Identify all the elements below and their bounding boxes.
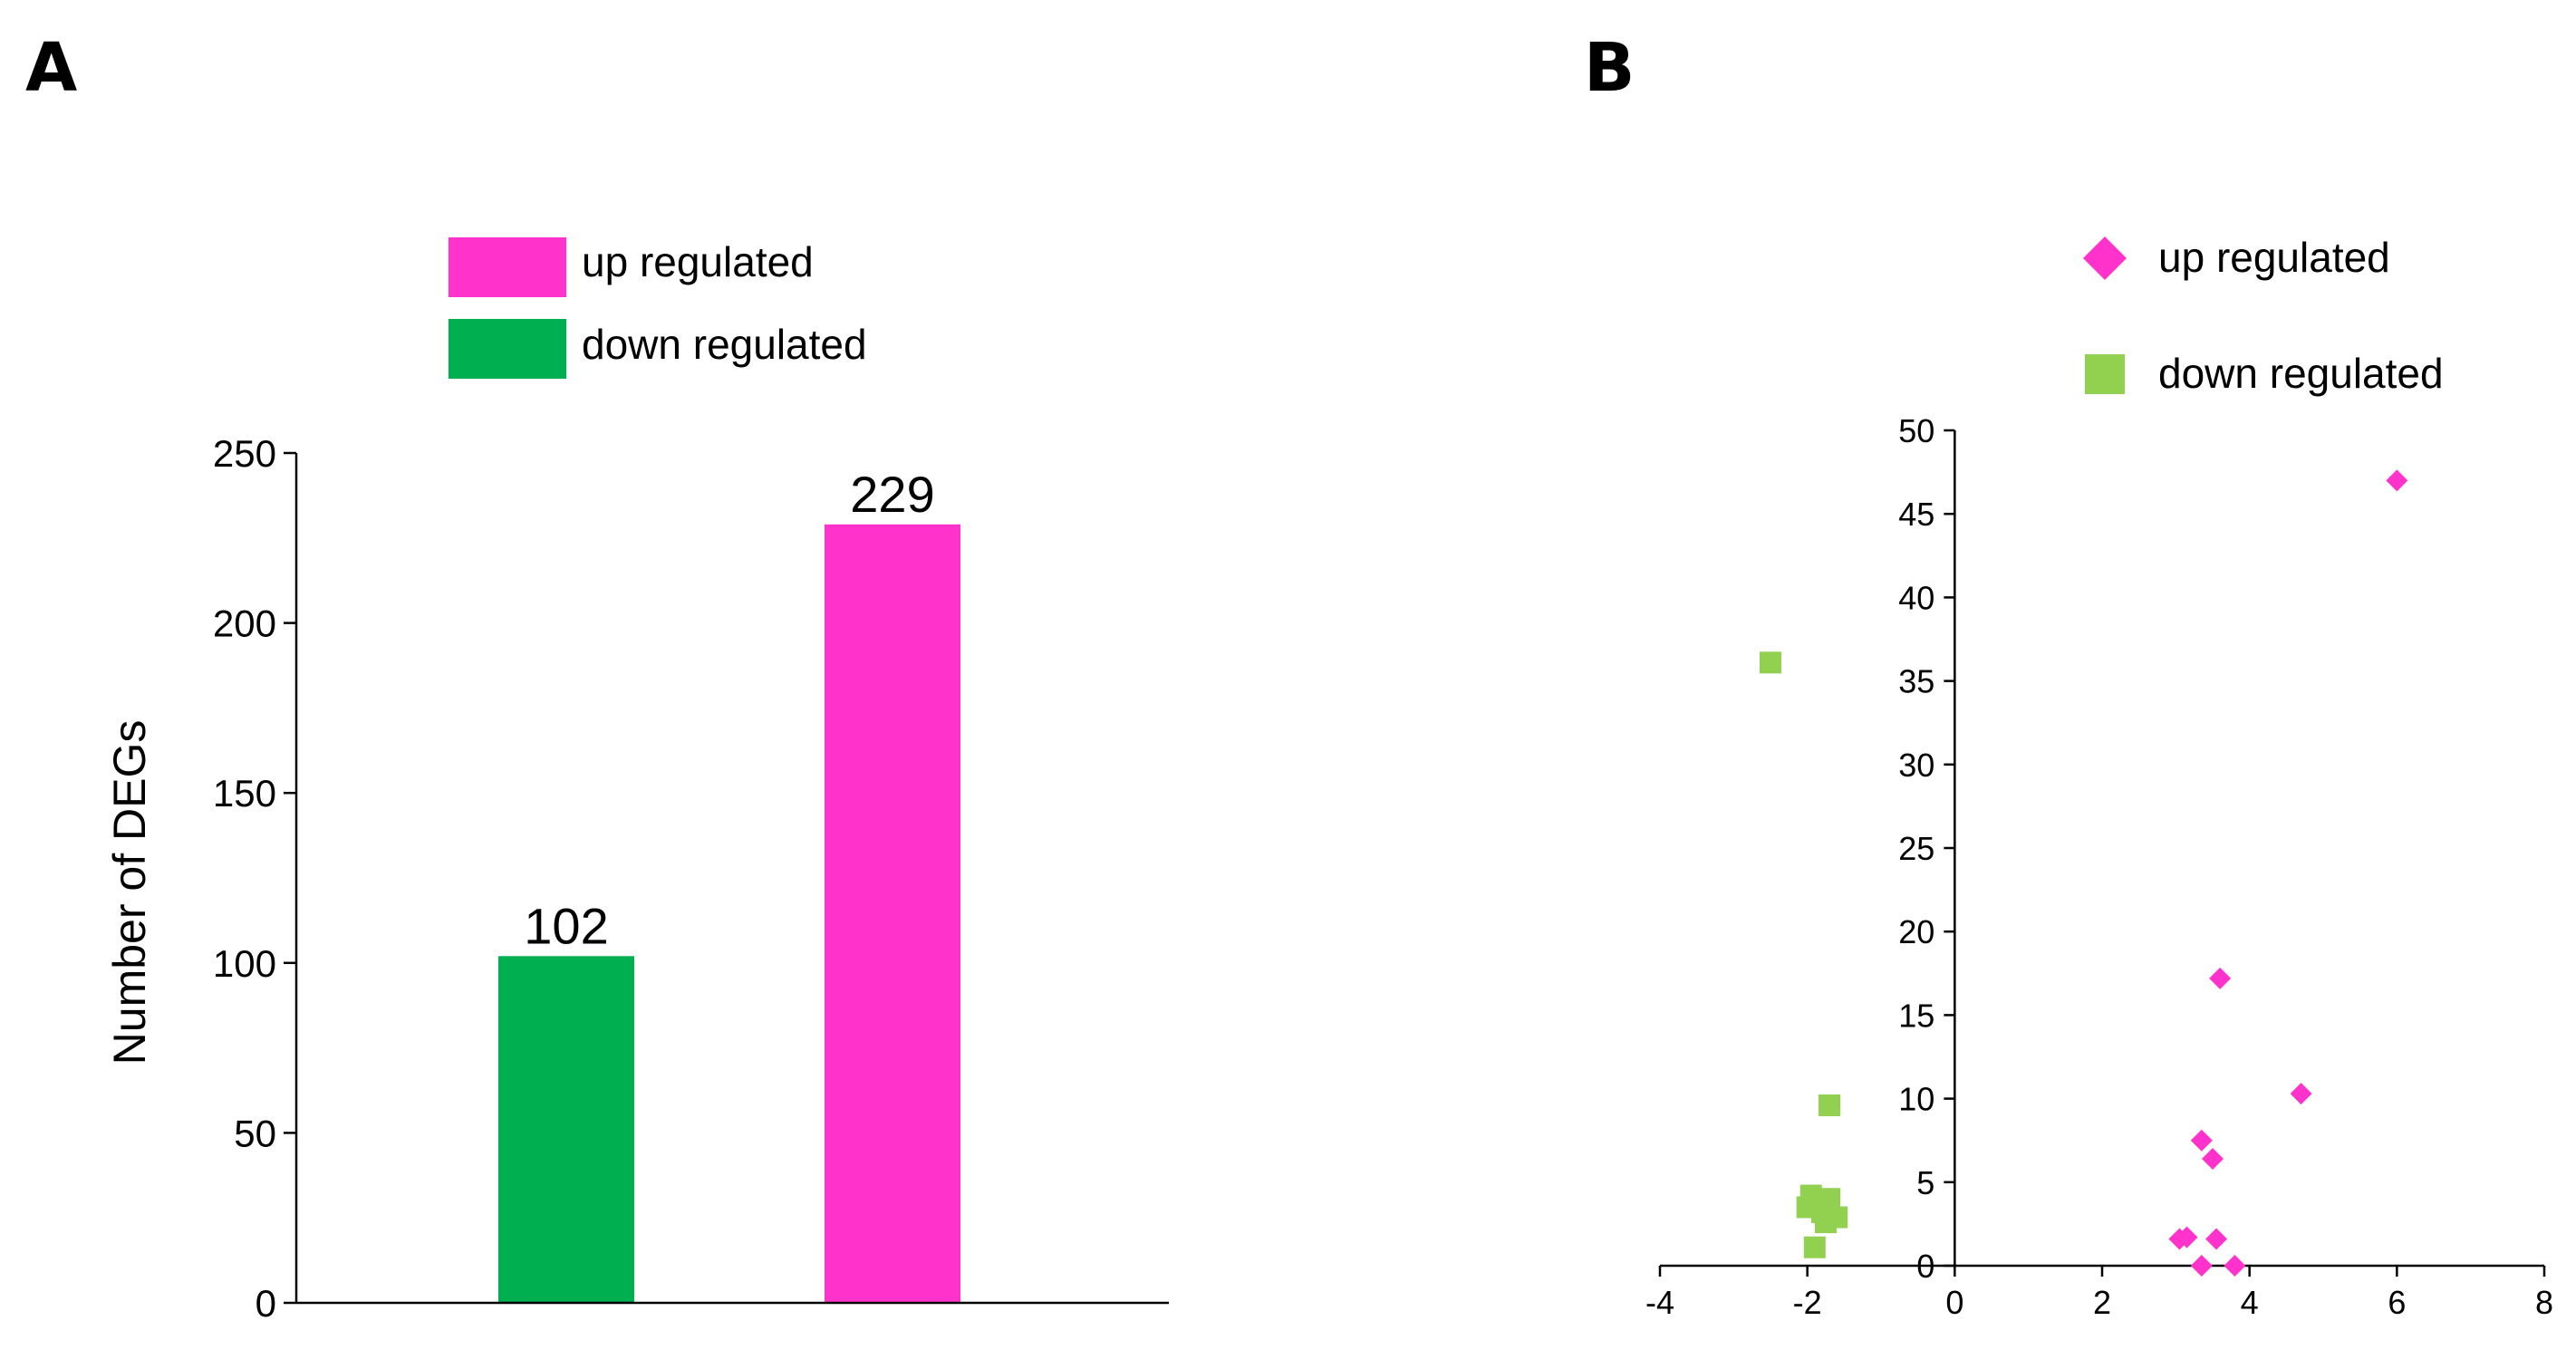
y-tick-label-b: 10 <box>1898 1081 1934 1118</box>
panel-b: B up regulated down regulated -4 -2 0 2 4 6 8 0… <box>1584 29 2553 1321</box>
point-up-regulated <box>2176 1226 2198 1248</box>
legend-b: up regulated down regulated <box>2083 234 2444 397</box>
legend-b-label-down: down regulated <box>2158 350 2444 397</box>
legend-b-label-up: up regulated <box>2158 234 2390 281</box>
x-tick-label-b: 4 <box>2241 1284 2259 1321</box>
legend-a-swatch-up <box>449 237 566 297</box>
panel-a-label: A <box>25 29 77 107</box>
y-tick-label-a: 200 <box>213 603 276 645</box>
y-tick-label-b: 35 <box>1898 663 1934 700</box>
bars-a: 102 229 <box>498 466 960 1303</box>
y-tick-label-b: 15 <box>1898 997 1934 1034</box>
y-tick-label-b: 5 <box>1916 1164 1934 1201</box>
x-tick-label-b: -4 <box>1645 1284 1674 1321</box>
y-tick-label-b: 30 <box>1898 747 1934 784</box>
y-ticks-a: 0 50 100 150 200 250 <box>213 432 296 1325</box>
legend-a-label-up: up regulated <box>582 238 814 285</box>
panel-b-label: B <box>1584 29 1635 107</box>
y-tick-label-a: 0 <box>256 1282 276 1325</box>
axes-b: -4 -2 0 2 4 6 8 0 5 10 15 20 25 30 35 40 45 50 <box>1645 412 2553 1321</box>
point-down-regulated <box>1803 1236 1826 1258</box>
y-tick-label-b: 20 <box>1898 913 1934 950</box>
y-tick-label-b: 25 <box>1898 830 1934 867</box>
point-up-regulated <box>2386 469 2408 492</box>
y-axis-title-a: Number of DEGs <box>104 720 155 1065</box>
x-tick-label-b: 6 <box>2388 1284 2406 1321</box>
point-down-regulated <box>1760 651 1781 674</box>
y-tick-label-a: 50 <box>234 1112 276 1154</box>
point-up-regulated <box>2205 1228 2228 1250</box>
y-tick-label-b: 50 <box>1898 412 1934 449</box>
point-up-regulated <box>2209 967 2232 989</box>
point-up-regulated <box>2202 1147 2224 1170</box>
point-up-regulated <box>2290 1083 2312 1105</box>
y-tick-label-a: 150 <box>213 772 276 815</box>
bar-data-label: 229 <box>850 466 934 523</box>
bar-data-label: 102 <box>524 897 608 954</box>
bar-down-regulated <box>498 956 634 1303</box>
point-up-regulated <box>2190 1129 2213 1152</box>
y-tick-label-b: 45 <box>1898 496 1934 533</box>
legend-a-swatch-down <box>449 319 566 379</box>
x-tick-label-b: -2 <box>1793 1284 1822 1321</box>
y-tick-label-a: 250 <box>213 432 276 475</box>
y-tick-label-b: 0 <box>1916 1248 1934 1285</box>
legend-a: up regulated down regulated <box>449 237 867 379</box>
y-tick-label-b: 40 <box>1898 579 1934 616</box>
legend-a-label-down: down regulated <box>582 321 867 368</box>
points-b <box>1760 469 2408 1277</box>
x-tick-label-b: 2 <box>2093 1284 2111 1321</box>
point-up-regulated <box>2224 1255 2246 1277</box>
point-down-regulated <box>1819 1094 1841 1116</box>
x-tick-label-b: 0 <box>1945 1284 1963 1321</box>
legend-b-marker-down <box>2085 354 2125 394</box>
point-down-regulated <box>1815 1211 1837 1234</box>
panel-a: A up regulated down regulated Number of … <box>25 29 1169 1325</box>
x-tick-label-b: 8 <box>2535 1284 2553 1321</box>
point-up-regulated <box>2190 1255 2213 1277</box>
legend-b-marker-up <box>2083 236 2127 280</box>
y-tick-label-a: 100 <box>213 942 276 985</box>
bar-up-regulated <box>825 524 960 1303</box>
